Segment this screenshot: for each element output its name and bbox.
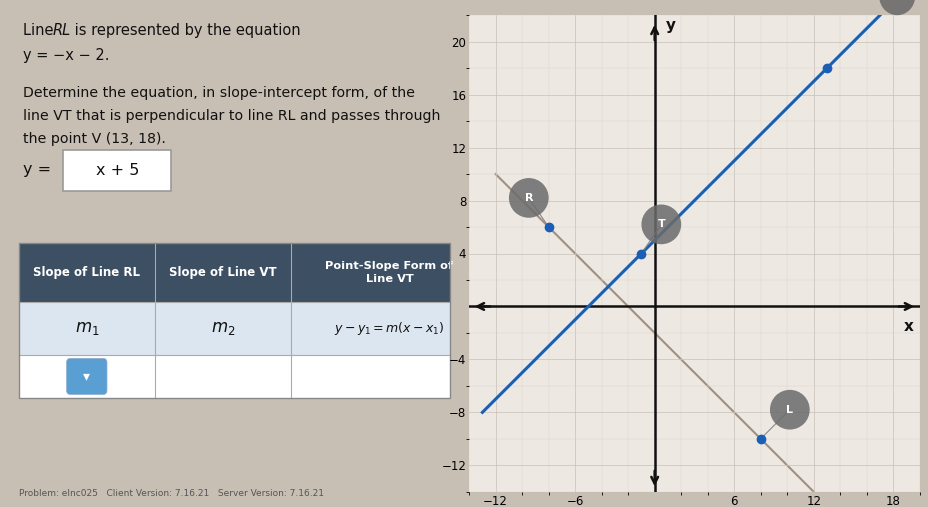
Text: L: L — [785, 405, 793, 415]
Text: Slope of Line RL: Slope of Line RL — [33, 266, 140, 279]
Text: RL: RL — [53, 23, 71, 38]
FancyBboxPatch shape — [19, 302, 450, 355]
Text: $m_2$: $m_2$ — [211, 319, 235, 337]
Text: $m_1$: $m_1$ — [74, 319, 99, 337]
Text: Slope of Line VT: Slope of Line VT — [169, 266, 277, 279]
Text: x: x — [903, 319, 913, 334]
Text: y =: y = — [23, 162, 57, 177]
Circle shape — [509, 178, 548, 218]
Text: y: y — [664, 18, 675, 33]
Text: ▾: ▾ — [84, 370, 90, 383]
Text: $y - y_1 = m(x - x_1)$: $y - y_1 = m(x - x_1)$ — [334, 320, 445, 337]
Text: T: T — [657, 220, 664, 229]
Text: Line: Line — [23, 23, 58, 38]
Text: line VT that is perpendicular to line RL and passes through: line VT that is perpendicular to line RL… — [23, 109, 441, 123]
FancyBboxPatch shape — [67, 358, 107, 394]
FancyBboxPatch shape — [19, 243, 450, 302]
Text: is represented by the equation: is represented by the equation — [71, 23, 305, 38]
Text: Problem: elnc025   Client Version: 7.16.21   Server Version: 7.16.21: Problem: elnc025 Client Version: 7.16.21… — [19, 489, 324, 498]
Text: Point-Slope Form of
Line VT: Point-Slope Form of Line VT — [325, 261, 453, 284]
Circle shape — [878, 0, 914, 15]
Text: y = −x − 2.: y = −x − 2. — [23, 48, 110, 63]
Text: V: V — [892, 0, 901, 3]
FancyBboxPatch shape — [63, 150, 171, 191]
Text: Determine the equation, in slope-intercept form, of the: Determine the equation, in slope-interce… — [23, 86, 415, 100]
Circle shape — [640, 204, 680, 244]
FancyBboxPatch shape — [19, 355, 450, 398]
Text: the point V (13, 18).: the point V (13, 18). — [23, 132, 166, 146]
Text: R: R — [524, 193, 533, 203]
Text: x + 5: x + 5 — [96, 163, 139, 178]
Circle shape — [769, 390, 809, 429]
